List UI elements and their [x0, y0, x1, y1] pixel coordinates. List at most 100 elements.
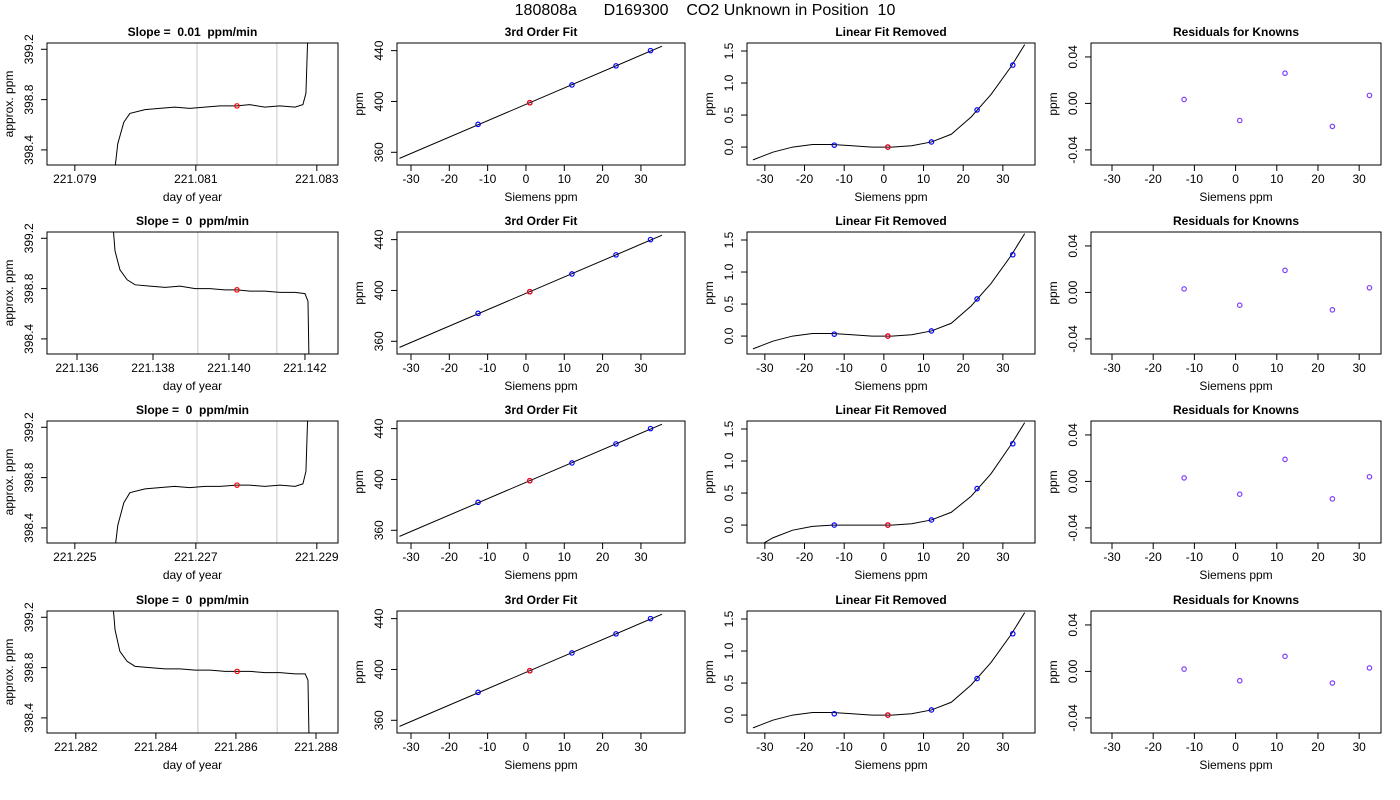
y-axis-label: ppm [1046, 92, 1060, 115]
y-tick-label: 0.04 [1066, 234, 1080, 258]
x-tick-label: 10 [1270, 361, 1284, 375]
panel-title: Linear Fit Removed [835, 403, 946, 417]
x-axis-label: Siemens ppm [504, 379, 577, 393]
x-tick-label: 221.225 [53, 550, 97, 564]
y-tick-label: 0.0 [722, 138, 736, 155]
x-tick-label: -20 [1145, 550, 1163, 564]
panel: 3rd Order Fit Siemens ppm ppm -30 -20 -10 0 10 2… [352, 403, 686, 582]
x-tick-label: 20 [957, 550, 971, 564]
unknown-point [885, 712, 891, 718]
panel-title: Residuals for Knowns [1173, 403, 1299, 417]
plot-frame [396, 610, 686, 734]
panel: Linear Fit Removed Siemens ppm ppm -30 -20 -1… [702, 593, 1036, 772]
x-tick-label: 10 [558, 550, 572, 564]
x-tick-label: 10 [917, 740, 931, 754]
known-point [1236, 677, 1243, 684]
plot-frame [46, 42, 339, 166]
x-tick-label: -10 [479, 361, 497, 375]
panel: Slope = 0 ppm/min day of year approx. ppm 2… [2, 214, 339, 393]
x-tick-label: 30 [996, 740, 1010, 754]
x-tick-label: 20 [957, 361, 971, 375]
panel-title: Residuals for Knowns [1173, 25, 1299, 39]
plot-frame [46, 610, 339, 734]
y-axis-label: ppm [352, 660, 366, 683]
x-tick-label: 20 [957, 740, 971, 754]
y-tick-label: -0.04 [1066, 514, 1080, 542]
x-tick-label: 221.136 [55, 361, 99, 375]
panel: Slope = 0 ppm/min day of year approx. ppm 2… [2, 403, 339, 582]
x-tick-label: -30 [402, 361, 420, 375]
x-tick-label: -20 [441, 550, 459, 564]
fit-curve [752, 233, 1026, 350]
y-tick-label: 398.4 [22, 324, 36, 354]
panel-title: Slope = 0 ppm/min [136, 593, 249, 607]
x-tick-label: 221.140 [207, 361, 251, 375]
panel-title: 3rd Order Fit [505, 403, 578, 417]
known-point [1366, 473, 1373, 480]
plot-frame [1090, 420, 1382, 544]
x-tick-label: 221.284 [134, 740, 178, 754]
y-tick-label: 360 [372, 142, 386, 162]
y-tick-label: 400 [372, 469, 386, 489]
x-tick-label: 221.079 [53, 172, 97, 186]
x-tick-label: -10 [1186, 172, 1204, 186]
y-tick-label: 360 [372, 710, 386, 730]
known-point [647, 236, 654, 243]
x-axis-label: Siemens ppm [1199, 568, 1272, 582]
x-axis-label: Siemens ppm [504, 190, 577, 204]
known-point [613, 631, 619, 637]
y-axis-label: ppm [352, 92, 366, 115]
x-tick-label: 20 [1311, 550, 1325, 564]
x-tick-label: 20 [957, 172, 971, 186]
x-tick-label: -30 [756, 361, 774, 375]
known-point [613, 252, 619, 258]
panel-title: 3rd Order Fit [505, 25, 578, 39]
x-tick-label: 10 [558, 172, 572, 186]
x-tick-label: 10 [917, 550, 931, 564]
known-point [831, 522, 838, 528]
y-tick-label: -0.04 [1066, 325, 1080, 353]
x-axis-label: Siemens ppm [1199, 190, 1272, 204]
y-tick-label: 440 [372, 608, 386, 628]
known-point [475, 121, 481, 128]
x-tick-label: -20 [441, 740, 459, 754]
y-tick-label: 0.5 [722, 674, 736, 691]
known-point [1236, 302, 1243, 309]
y-axis-label: ppm [1046, 660, 1060, 683]
known-point [569, 82, 575, 88]
x-tick-label: -30 [402, 740, 420, 754]
plot-frame [1090, 231, 1382, 355]
plot-frame [1090, 610, 1382, 734]
y-tick-label: 398.8 [22, 84, 36, 114]
panel: Residuals for Knowns Siemens ppm ppm -30 -20… [1046, 25, 1382, 204]
y-tick-label: 400 [372, 659, 386, 679]
known-point [1181, 286, 1187, 292]
x-tick-label: 221.288 [294, 740, 338, 754]
x-tick-label: 221.138 [131, 361, 175, 375]
x-axis-label: day of year [163, 379, 222, 393]
plot-frame [1090, 42, 1382, 166]
y-tick-label: 440 [372, 40, 386, 60]
known-point [928, 139, 935, 145]
panel: 3rd Order Fit Siemens ppm ppm -30 -20 -10 0 10 2… [352, 593, 686, 772]
fit-curve [752, 44, 1026, 161]
known-point [475, 689, 481, 696]
x-tick-label: -10 [479, 740, 497, 754]
unknown-point [234, 482, 240, 488]
known-point [831, 142, 838, 148]
known-point [613, 63, 619, 69]
known-point [831, 710, 838, 717]
x-tick-label: -10 [836, 550, 854, 564]
panel: Slope = 0 ppm/min day of year approx. ppm 2… [2, 593, 339, 772]
y-tick-label: 0.00 [1066, 659, 1080, 683]
y-axis-label: approx. ppm [2, 449, 16, 516]
plot-frame [746, 42, 1036, 166]
y-axis-label: ppm [702, 470, 716, 493]
known-point [1366, 92, 1373, 99]
known-point [647, 425, 654, 432]
plot-frame [396, 231, 686, 355]
known-point [475, 499, 481, 506]
panel-title: Linear Fit Removed [835, 593, 946, 607]
x-tick-label: -30 [1103, 361, 1121, 375]
y-tick-label: 0.5 [722, 295, 736, 312]
